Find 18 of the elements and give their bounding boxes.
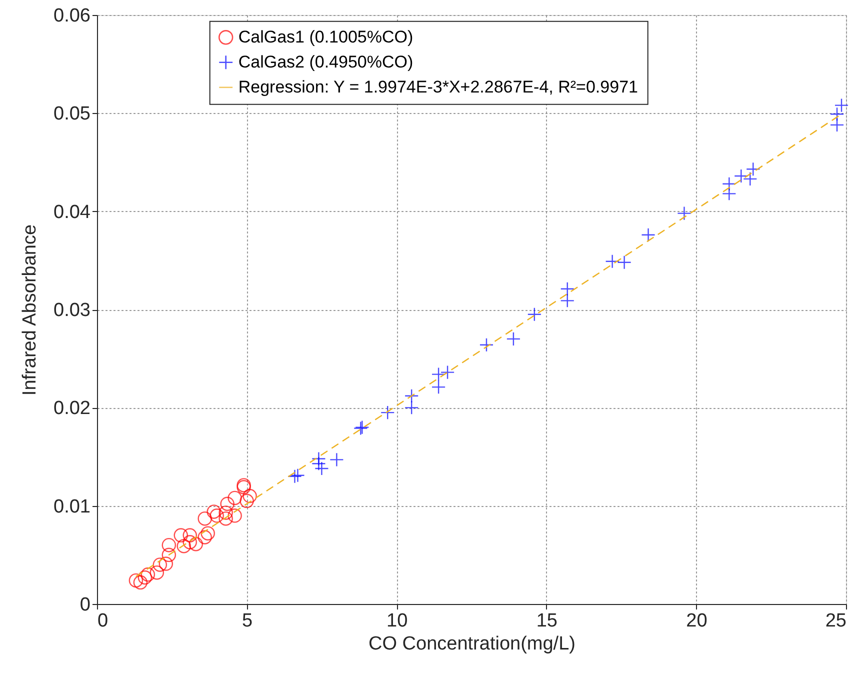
y-tick-label: 0.01 (54, 496, 90, 518)
x-axis-title: CO Concentration(mg/L) (368, 634, 576, 654)
legend-label: CalGas2 (0.4950%CO) (238, 52, 414, 72)
y-tick-label: 0 (80, 594, 90, 616)
x-tick-label: 25 (825, 610, 846, 632)
y-tick-label: 0.06 (54, 6, 90, 26)
x-tick-label: 10 (386, 610, 408, 632)
y-axis-title: Infrared Absorbance (20, 224, 41, 396)
x-tick-label: 20 (686, 610, 708, 632)
y-tick-label: 0.04 (54, 202, 91, 223)
legend-label: CalGas1 (0.1005%CO) (238, 27, 414, 46)
legend-label: Regression: Y = 1.9974E-3*X+2.2867E-4, R²=0.9971 (238, 77, 638, 96)
y-tick-label: 0.02 (54, 398, 90, 420)
x-tick-label: 15 (536, 610, 558, 632)
y-tick-label: 0.05 (54, 104, 90, 125)
x-tick-label: 5 (242, 610, 253, 632)
y-tick-label: 0.03 (54, 300, 90, 321)
x-tick-label: 0 (98, 610, 108, 632)
